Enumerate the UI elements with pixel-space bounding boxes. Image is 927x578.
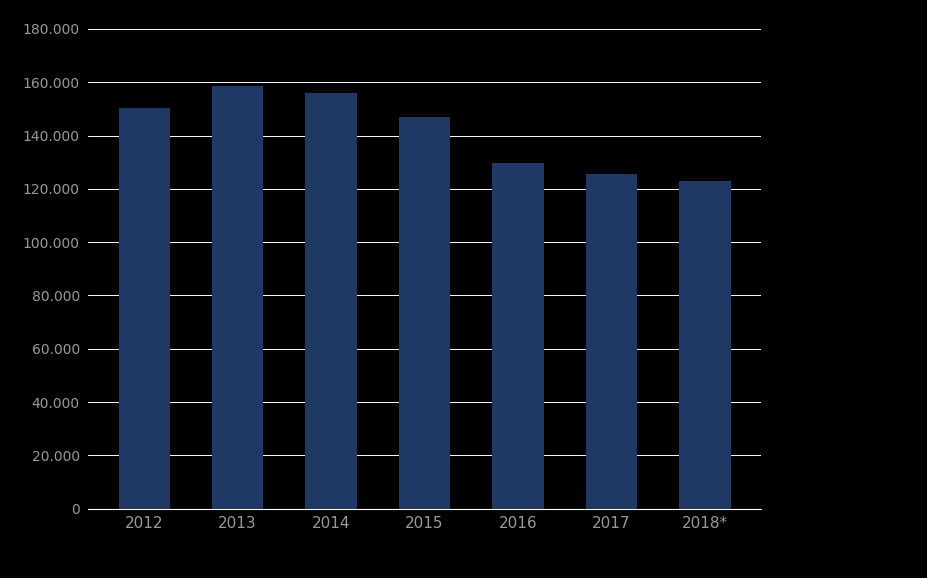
Bar [399,117,450,509]
Bar [305,93,356,509]
Bar [119,108,170,509]
Bar [211,86,263,509]
Bar [679,181,730,509]
Bar [492,164,543,509]
Bar [585,174,637,509]
